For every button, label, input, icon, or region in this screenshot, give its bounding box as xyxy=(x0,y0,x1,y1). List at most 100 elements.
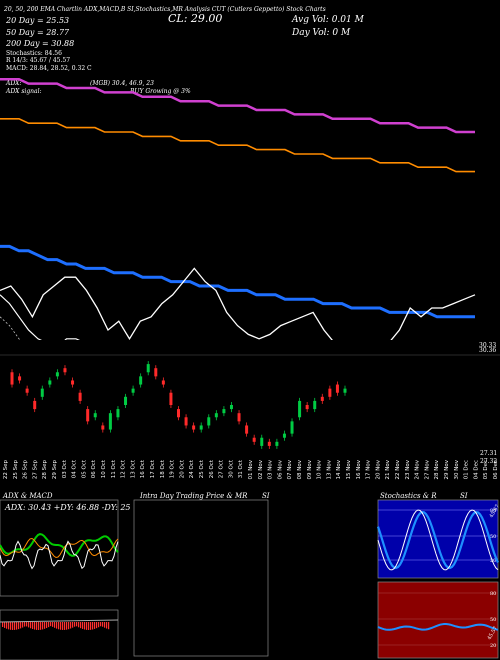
macd-bar xyxy=(4,622,6,628)
date-tick: 01 Nov xyxy=(248,459,254,479)
date-tick: 18 Oct xyxy=(160,459,166,478)
price-line xyxy=(0,267,476,340)
price-label-2: 30.36 xyxy=(479,347,497,354)
close-price: CL: 29.00 xyxy=(168,12,223,25)
date-tick: 26 Sep xyxy=(23,460,29,480)
macd-bar xyxy=(44,622,46,629)
date-tick: 03 Nov xyxy=(268,459,274,479)
stoch-d-line xyxy=(376,510,500,570)
candle-body xyxy=(71,380,75,385)
date-tick: 31 Oct xyxy=(238,459,244,478)
macd-bar xyxy=(40,622,42,630)
macd-bar xyxy=(14,622,16,630)
stoch-tick: 20 xyxy=(490,558,496,564)
macd-bar xyxy=(10,622,12,630)
macd-bar xyxy=(12,622,14,630)
candle-body xyxy=(33,400,37,410)
candle-body xyxy=(131,388,135,393)
macd-bar xyxy=(80,622,82,629)
candle-body xyxy=(55,372,59,377)
macd-bar xyxy=(18,622,20,630)
stoch-right-label: 45.67 xyxy=(489,504,500,519)
series-line-3 xyxy=(0,118,475,173)
adx-green-line xyxy=(0,533,119,557)
candle-body xyxy=(282,433,286,438)
date-tick: 06 Oct xyxy=(91,459,97,478)
candle-body xyxy=(116,409,120,418)
candle-body xyxy=(252,437,256,442)
macd-bar xyxy=(30,622,32,629)
macd-bar xyxy=(42,622,44,630)
macd-bar xyxy=(100,622,102,627)
date-tick: 29 Nov xyxy=(444,459,450,479)
price-label-3: 27.31 xyxy=(480,450,498,457)
candle-body xyxy=(343,388,347,393)
candle-body xyxy=(245,425,249,434)
price-chart xyxy=(0,77,476,340)
date-tick: 08 Nov xyxy=(297,459,303,479)
candle-body xyxy=(139,376,143,385)
macd-bar xyxy=(94,622,96,629)
date-tick: 10 Nov xyxy=(317,459,323,479)
candle-body xyxy=(267,441,271,446)
macd-bar xyxy=(92,622,94,630)
candle-body xyxy=(305,405,309,410)
date-tick: 21 Nov xyxy=(385,459,391,479)
macd-value: MACD: 28.84, 28.52, 0.32 C xyxy=(6,65,92,72)
ema200-label: 200 Day = 30.88 xyxy=(6,39,75,48)
macd-bar xyxy=(68,622,70,630)
price-label-1: 30.33 xyxy=(479,342,497,349)
ema50-label: 50 Day = 28.77 xyxy=(6,28,70,37)
macd-bar xyxy=(86,622,88,630)
candle-body xyxy=(237,413,241,422)
date-tick: 30 Nov xyxy=(454,459,460,479)
date-tick: 29 Sep xyxy=(52,460,58,480)
candle-body xyxy=(298,400,302,418)
date-tick: 27 Sep xyxy=(32,460,38,480)
stoch-tick: 80 xyxy=(490,508,496,514)
macd-bar xyxy=(8,622,10,630)
macd-bar xyxy=(32,622,34,630)
candle-body xyxy=(222,409,226,414)
stoch-panel-si: SI xyxy=(460,492,468,500)
macd-bar xyxy=(6,622,8,629)
date-tick: 22 Nov xyxy=(395,459,401,479)
date-tick: 05 Oct xyxy=(81,459,87,478)
date-tick: 30 Oct xyxy=(228,459,234,478)
candle-body xyxy=(214,413,218,418)
stoch-panel-title: Stochastics & R xyxy=(380,492,437,500)
adx-white-line xyxy=(0,540,119,570)
date-tick: 28 Sep xyxy=(42,460,48,480)
intra-frame xyxy=(133,499,269,657)
intra-panel-title: Intra Day Trading Price & MR xyxy=(140,492,248,500)
upper-band-line xyxy=(0,77,475,134)
candle-body xyxy=(192,425,196,430)
candle-body xyxy=(313,400,317,410)
macd-bar xyxy=(56,622,58,629)
date-tick: 23 Nov xyxy=(405,459,411,479)
date-tick: 28 Nov xyxy=(434,459,440,479)
macd-bar xyxy=(76,622,78,627)
ema20-label: 20 Day = 25.53 xyxy=(6,16,70,25)
date-tick: 02 Nov xyxy=(258,459,264,479)
candle-body xyxy=(40,388,44,397)
price-label-4: 27.32 xyxy=(480,458,498,465)
date-tick: 07 Nov xyxy=(287,459,293,479)
date-tick: 19 Oct xyxy=(170,459,176,478)
macd-bar xyxy=(98,622,100,628)
macd-bar xyxy=(108,622,110,630)
macd-bar xyxy=(106,622,108,629)
candle-body xyxy=(275,441,279,446)
macd-bar xyxy=(72,622,74,628)
date-tick: 11 Oct xyxy=(111,459,117,478)
date-tick: 20 Oct xyxy=(179,459,185,478)
candle-body xyxy=(86,409,90,422)
macd-bar xyxy=(34,622,36,630)
date-tick: 16 Nov xyxy=(356,459,362,479)
date-tick: 24 Oct xyxy=(189,459,195,478)
macd-bar xyxy=(58,622,60,630)
candlestick-chart xyxy=(0,354,500,449)
date-tick: 16 Oct xyxy=(140,459,146,478)
macd-bar xyxy=(78,622,80,628)
